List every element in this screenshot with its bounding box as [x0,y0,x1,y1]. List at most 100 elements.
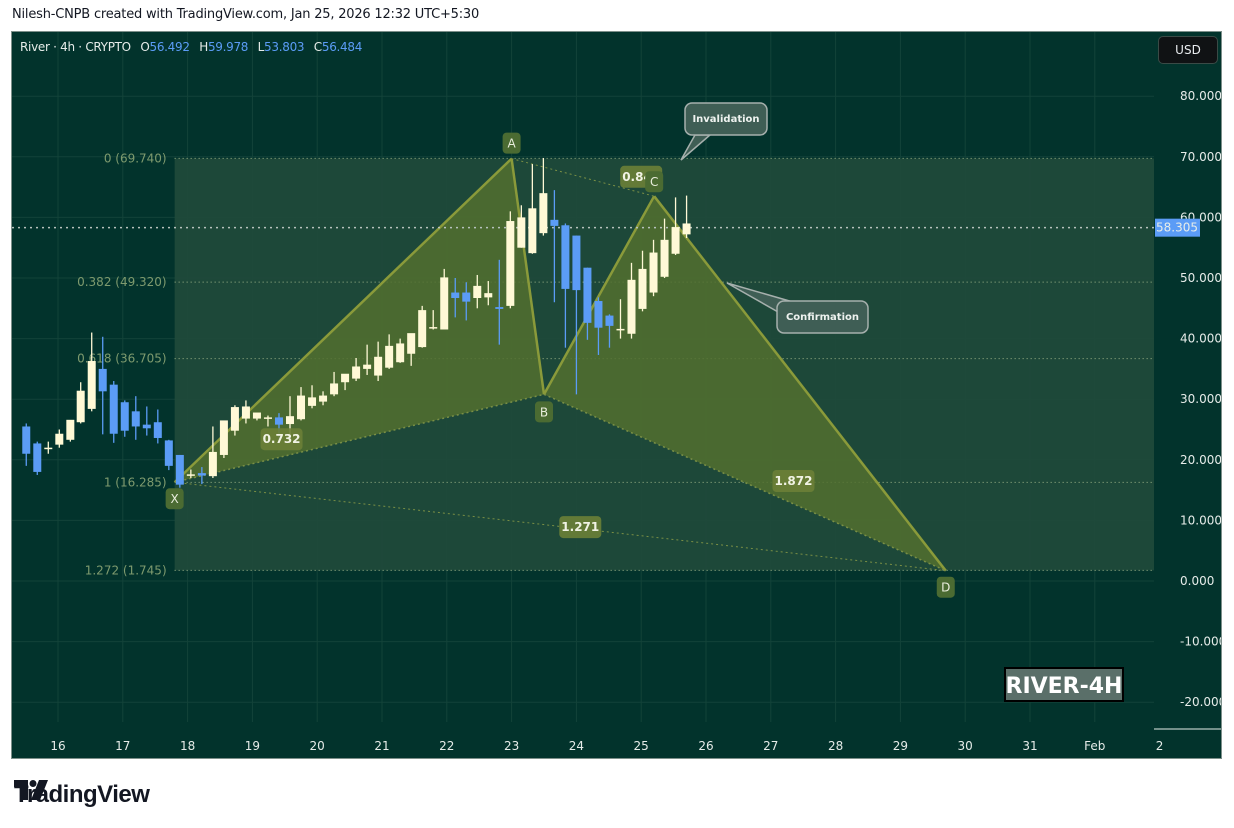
candle-body [418,310,427,348]
candle-body [627,279,636,334]
bullish-candle[interactable] [396,338,405,363]
bullish-candle[interactable] [297,387,306,421]
bearish-candle[interactable] [142,406,151,436]
bullish-candle[interactable] [55,429,64,448]
price-chart[interactable]: 0 (69.740) 0.382 (49.320) 0.618 (36.705) 1 … [12,32,1222,759]
pattern-point-d[interactable]: D [936,576,955,598]
bearish-candle[interactable] [550,190,559,303]
bearish-candle[interactable] [131,396,140,440]
price-axis[interactable] [1154,32,1222,759]
bullish-candle[interactable] [352,357,361,382]
bearish-candle[interactable] [605,314,614,348]
bullish-candle[interactable] [219,420,228,458]
time-axis-tick: 25 [634,739,649,753]
bullish-candle[interactable] [66,419,75,442]
bullish-candle[interactable] [87,332,96,412]
point-label-text: A [507,137,516,151]
bearish-candle[interactable] [495,259,504,345]
pattern-point-b[interactable]: B [535,401,553,423]
bullish-candle[interactable] [429,310,438,330]
bullish-candle[interactable] [330,371,339,397]
candle-body [451,292,460,298]
bullish-candle[interactable] [682,195,691,239]
bearish-candle[interactable] [98,336,107,435]
time-axis[interactable] [12,729,1222,759]
bearish-candle[interactable] [22,423,31,466]
bearish-candle[interactable] [594,297,603,355]
bullish-candle[interactable] [186,469,195,478]
bullish-candle[interactable] [341,373,350,391]
pattern-leg-xa[interactable] [173,157,513,484]
bullish-candle[interactable] [506,211,515,309]
bullish-candle[interactable] [230,405,239,436]
bullish-candle[interactable] [473,274,482,309]
tradingview-logo-icon [14,780,48,800]
bullish-candle[interactable] [440,268,449,330]
bullish-candle[interactable] [263,415,272,427]
bearish-candle[interactable] [33,441,42,475]
price-axis-tick: -20.000 [1180,695,1222,709]
bullish-candle[interactable] [638,250,647,312]
bearish-candle[interactable] [462,282,471,321]
bullish-candle[interactable] [76,382,85,424]
bearish-candle[interactable] [175,454,184,488]
bullish-candle[interactable] [517,205,526,248]
bullish-candle[interactable] [374,341,383,382]
candle-body [616,328,625,331]
bearish-candle[interactable] [197,467,206,485]
pattern-leg-ab[interactable] [510,158,546,395]
bullish-candle[interactable] [44,441,53,454]
bearish-candle[interactable] [120,400,129,437]
bullish-candle[interactable] [241,400,250,424]
fib-level-label: 0 (69.740) [104,151,167,165]
bullish-candle[interactable] [319,391,328,406]
bearish-candle[interactable] [572,235,581,395]
bearish-candle[interactable] [451,278,460,318]
bullish-candle[interactable] [671,197,680,255]
candle-body [352,366,361,379]
bullish-candle[interactable] [539,158,548,236]
bullish-candle[interactable] [627,262,636,339]
pattern-point-c[interactable]: C [645,171,664,193]
pattern-diag-xd [174,481,946,572]
pattern-leg-bc[interactable] [542,195,656,395]
pattern-point-a[interactable]: A [502,132,521,154]
bearish-candle[interactable] [561,223,570,348]
bearish-candle[interactable] [153,409,162,444]
ratio-label-bg [772,470,815,493]
bullish-candle[interactable] [385,334,394,369]
candle-body [219,420,228,455]
point-label-text: B [540,405,548,419]
bullish-candle[interactable] [252,412,261,421]
bearish-candle[interactable] [164,439,173,471]
bullish-candle[interactable] [208,426,217,478]
pattern-triangle-xab[interactable] [174,158,544,483]
pattern-diag-xb [174,393,545,483]
bullish-candle[interactable] [308,385,317,409]
fib-level-label: 1.272 (1.745) [85,563,167,577]
bearish-candle[interactable] [583,267,592,340]
bullish-candle[interactable] [660,218,669,278]
callout-box [684,102,768,136]
callout-invalidation[interactable]: Invalidation [680,102,768,161]
ratio-label-xd[interactable]: 1.271 [559,516,602,539]
bullish-candle[interactable] [528,164,537,254]
ratio-label-xb[interactable]: 0.732 [260,428,303,451]
symbol-name[interactable]: River · 4h · CRYPTO [20,40,131,54]
ratio-label-bg [559,516,602,539]
ratio-label-bd[interactable]: 1.872 [772,470,815,493]
pattern-leg-cd[interactable] [653,195,947,572]
bearish-candle[interactable] [109,381,118,443]
bullish-candle[interactable] [484,281,493,306]
candle-body [274,417,283,425]
bullish-candle[interactable] [363,344,372,375]
bullish-candle[interactable] [616,299,625,339]
currency-button[interactable]: USD [1158,36,1218,64]
bullish-candle[interactable] [418,305,427,348]
tradingview-brand[interactable]: TradingView [14,780,150,810]
callout-confirmation[interactable]: Confirmation [726,282,869,334]
bullish-candle[interactable] [649,239,658,297]
chart-frame[interactable]: 0 (69.740) 0.382 (49.320) 0.618 (36.705) 1 … [11,31,1222,759]
bullish-candle[interactable] [407,333,416,366]
pattern-point-x[interactable]: X [165,488,184,510]
